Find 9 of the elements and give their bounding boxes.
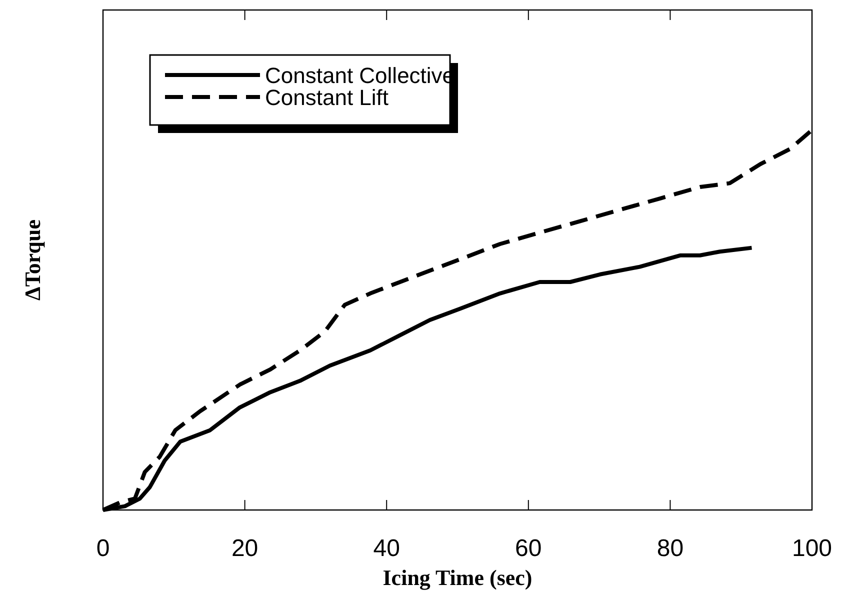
x-tick-label: 40 [373, 535, 400, 562]
x-tick-label: 100 [792, 535, 832, 562]
x-tick-label: 80 [656, 535, 684, 562]
x-tick-label: 60 [515, 535, 542, 562]
legend-label: Constant Lift [265, 85, 389, 110]
x-tick-label: 0 [96, 535, 110, 562]
x-tick-label: 20 [231, 535, 258, 562]
x-axis-title: Icing Time (sec) [382, 565, 532, 590]
y-axis-title: ΔTorque [20, 219, 45, 301]
